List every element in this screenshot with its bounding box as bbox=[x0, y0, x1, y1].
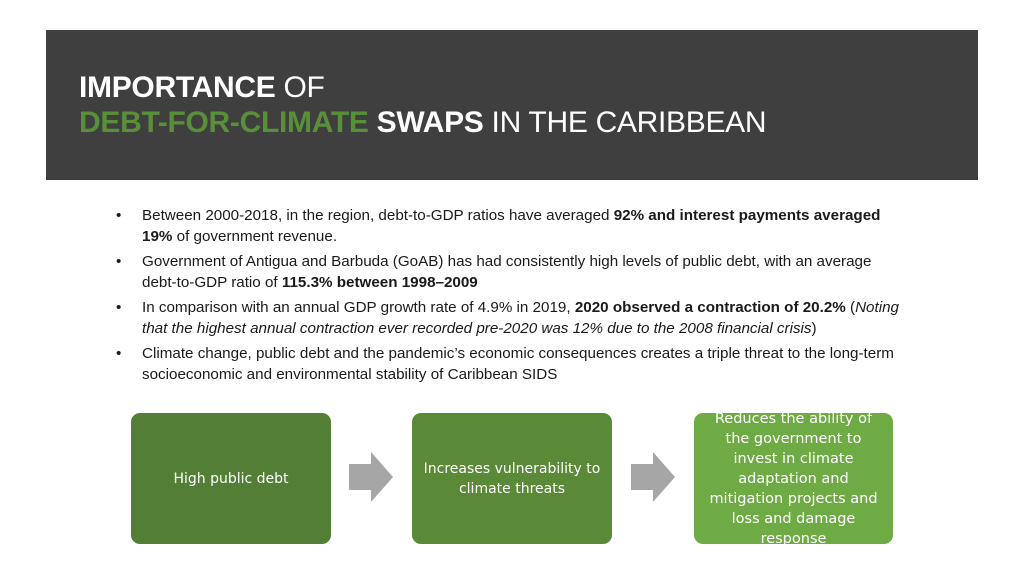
flow-box-reduced-ability: Reduces the ability of the government to… bbox=[694, 413, 893, 544]
flow-box-vulnerability: Increases vulnerability to climate threa… bbox=[412, 413, 612, 544]
bullet-marker: • bbox=[116, 253, 122, 270]
bullet-text: Climate change, public debt and the pand… bbox=[142, 345, 894, 383]
bullet-item: • In comparison with an annual GDP growt… bbox=[116, 297, 906, 339]
bullet-text: of government revenue. bbox=[172, 228, 338, 245]
title-debt-for-climate: DEBT-FOR-CLIMATE bbox=[79, 106, 369, 139]
title-swaps: SWAPS bbox=[368, 106, 484, 139]
bullet-text: Between 2000-2018, in the region, debt-t… bbox=[142, 207, 614, 224]
right-arrow-icon bbox=[631, 452, 675, 502]
title-importance: IMPORTANCE bbox=[79, 71, 276, 104]
flow-box-label: Increases vulnerability to climate threa… bbox=[423, 460, 601, 497]
bullet-text: ( bbox=[845, 299, 856, 316]
bullet-item: • Climate change, public debt and the pa… bbox=[116, 343, 906, 385]
bullet-emphasis: 2020 observed a contraction of 20.2% bbox=[574, 299, 846, 316]
bullet-marker: • bbox=[116, 207, 122, 224]
bullet-text: ) bbox=[811, 320, 817, 337]
bullet-text: Government of Antigua and Barbuda (GoAB)… bbox=[142, 253, 872, 291]
slide-title: IMPORTANCE OF DEBT-FOR-CLIMATE SWAPS IN … bbox=[79, 70, 767, 140]
right-arrow-icon bbox=[349, 452, 393, 502]
bullet-marker: • bbox=[116, 299, 122, 316]
bullet-marker: • bbox=[116, 345, 122, 362]
bullet-emphasis: 115.3% between 1998–2009 bbox=[281, 274, 478, 291]
flow-box-high-public-debt: High public debt bbox=[131, 413, 331, 544]
flow-box-label: High public debt bbox=[173, 470, 289, 487]
title-banner: IMPORTANCE OF DEBT-FOR-CLIMATE SWAPS IN … bbox=[46, 30, 978, 180]
bullet-list: • Between 2000-2018, in the region, debt… bbox=[116, 205, 906, 389]
title-of: OF bbox=[275, 71, 325, 104]
bullet-item: • Between 2000-2018, in the region, debt… bbox=[116, 205, 906, 247]
flow-box-label: Reduces the ability of the government to… bbox=[709, 413, 878, 544]
title-caribbean: IN THE CARIBBEAN bbox=[483, 106, 767, 139]
bullet-emphasis: 92% and interest payments averaged 19% bbox=[142, 207, 881, 245]
bullet-text: In comparison with an annual GDP growth … bbox=[142, 299, 575, 316]
bullet-item: • Government of Antigua and Barbuda (GoA… bbox=[116, 251, 906, 293]
bullet-note: Noting that the highest annual contracti… bbox=[142, 299, 899, 337]
